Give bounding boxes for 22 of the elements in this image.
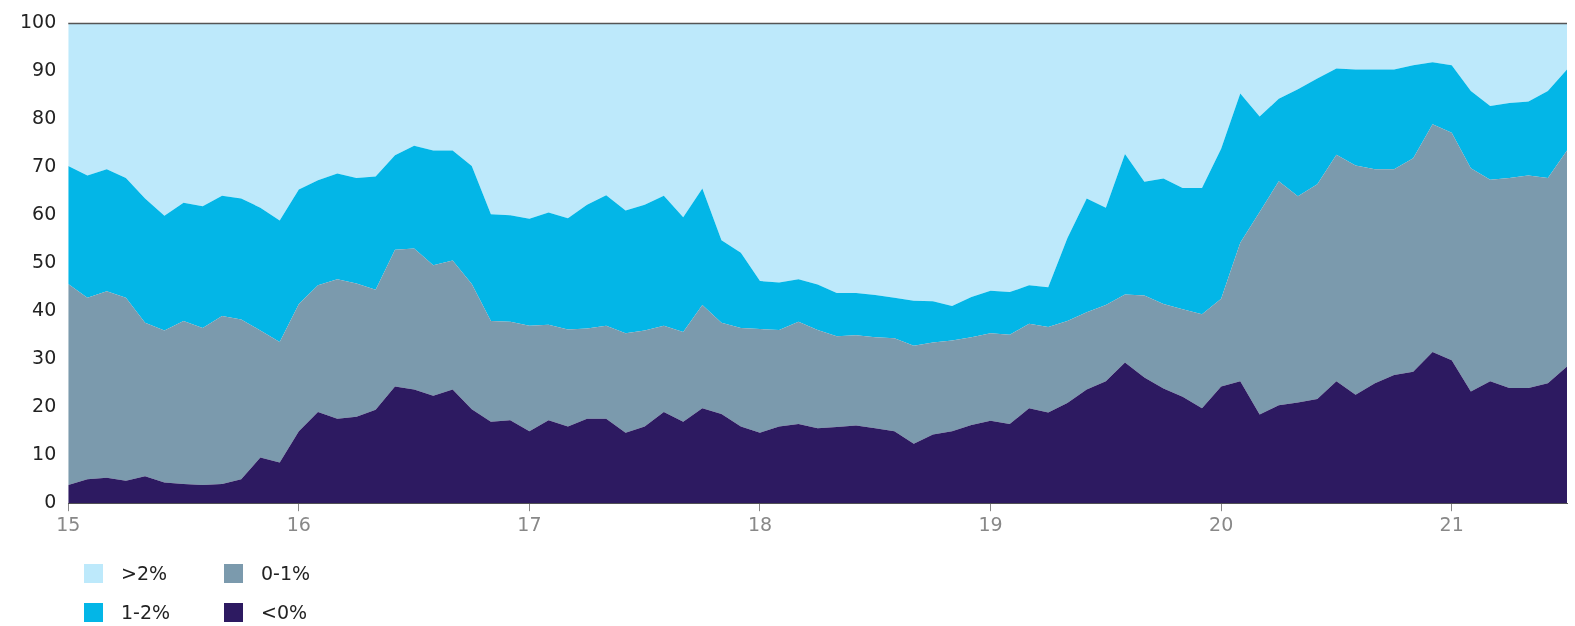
x-tick-label: 18 (747, 512, 773, 535)
y-tick-label: 30 (32, 346, 57, 369)
y-tick-label: 70 (32, 154, 57, 177)
legend-label: <0% (261, 601, 308, 623)
legend-label: >2% (121, 562, 168, 584)
y-tick-label: 40 (32, 298, 57, 321)
y-tick-label: 50 (32, 250, 57, 273)
y-tick-label: 20 (32, 394, 57, 417)
x-tick-label: 21 (1439, 512, 1464, 535)
y-tick-label: 100 (20, 10, 57, 33)
x-tick-label: 16 (286, 512, 311, 535)
y-tick-label: 10 (32, 442, 57, 465)
x-tick-label: 15 (56, 512, 81, 535)
legend-label: 1-2% (121, 601, 171, 623)
y-tick-label: 0 (44, 490, 57, 513)
y-tick-label: 90 (32, 58, 57, 81)
y-tick-label: 80 (32, 106, 57, 129)
x-tick-label: 20 (1209, 512, 1234, 535)
x-tick-label: 17 (517, 512, 542, 535)
legend-label: 0-1% (261, 562, 311, 584)
y-tick-label: 60 (32, 202, 57, 225)
x-tick-label: 19 (978, 512, 1003, 535)
